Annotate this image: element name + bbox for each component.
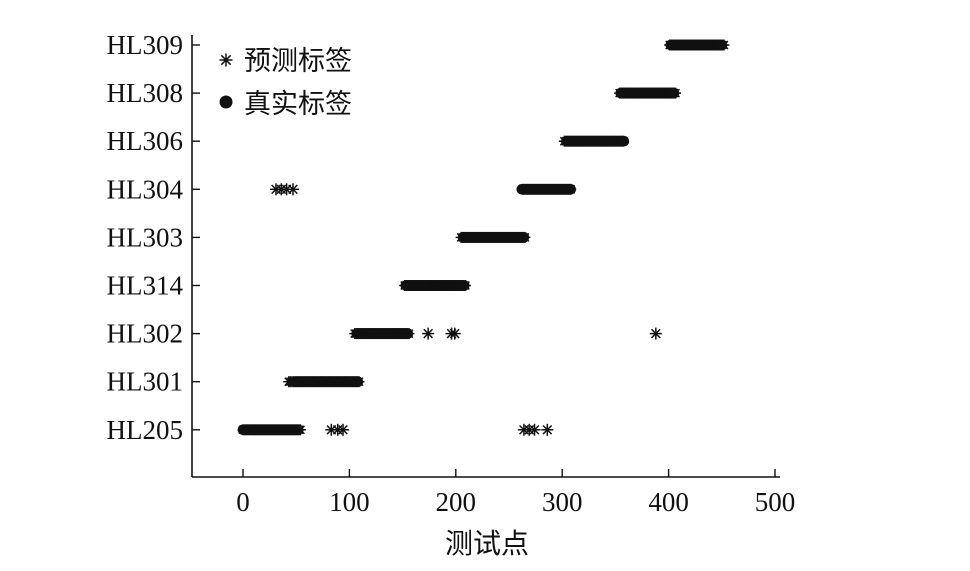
predicted-point [541, 423, 554, 436]
legend-item-predicted: 预测标签 [219, 46, 352, 77]
legend-label-predicted: 预测标签 [244, 46, 352, 77]
x-tick-label: 400 [648, 487, 689, 517]
y-tick-label: HL306 [107, 126, 184, 156]
actual-run-hl304 [516, 184, 577, 195]
asterisk-stroke [288, 184, 298, 195]
actual-run-hl301 [289, 376, 364, 388]
predicted-point [528, 423, 541, 436]
legend-label-actual: 真实标签 [244, 89, 352, 120]
actual-run-hl306 [561, 135, 630, 147]
actual-point [716, 39, 728, 51]
y-tick-label: HL309 [107, 30, 184, 60]
actual-point [459, 280, 470, 291]
actual-run-hl302 [351, 328, 414, 339]
actual-run-hl303 [457, 232, 530, 243]
x-tick-label: 500 [755, 487, 796, 517]
y-tick-label: HL308 [107, 78, 184, 108]
actual-point [618, 135, 630, 147]
asterisk-stroke [650, 328, 661, 339]
actual-point [565, 184, 577, 195]
legend-asterisk [219, 53, 233, 67]
axes [191, 35, 780, 478]
asterisk-stroke [423, 328, 433, 339]
predicted-point [448, 327, 461, 340]
actual-run-hl205 [237, 424, 304, 436]
x-tick-label: 200 [436, 487, 477, 517]
x-tick-label: 0 [236, 487, 250, 517]
predicted-point [649, 327, 662, 340]
legend-marker-asterisk [219, 53, 233, 67]
actual-run-hl309 [665, 39, 728, 51]
x-tick-label: 100 [329, 487, 370, 517]
asterisk-stroke [220, 54, 232, 66]
asterisk-stroke [449, 328, 460, 339]
actual-run-hl314 [400, 280, 470, 291]
predicted-point [337, 423, 350, 436]
predicted-point [422, 327, 435, 340]
asterisk-stroke [338, 424, 348, 435]
asterisk-stroke [529, 424, 540, 435]
legend: 预测标签 真实标签 [219, 46, 352, 120]
actual-point [352, 376, 364, 388]
actual-point [518, 232, 530, 243]
y-tick-label: HL303 [107, 222, 184, 252]
plot-marks [237, 39, 730, 436]
legend-marker-dot [219, 95, 233, 109]
actual-point [402, 328, 414, 339]
actual-run-hl308 [615, 87, 680, 99]
y-tick-label: HL301 [107, 367, 184, 397]
actual-point [293, 424, 304, 436]
actual-point [668, 87, 680, 99]
predicted-point [287, 183, 300, 196]
legend-dot [219, 95, 233, 109]
ticks: 0 100 200 300 400 500 HL205 HL301 HL302 HL314 HL30… [107, 30, 796, 517]
y-tick-label: HL302 [107, 319, 184, 349]
y-tick-label: HL314 [107, 271, 184, 301]
legend-item-actual: 真实标签 [219, 89, 352, 120]
asterisk-stroke [542, 424, 553, 435]
y-tick-label: HL205 [107, 415, 184, 445]
y-tick-label: HL304 [107, 174, 184, 204]
x-axis-title: 测试点 [445, 527, 529, 560]
x-tick-label: 300 [542, 487, 583, 517]
